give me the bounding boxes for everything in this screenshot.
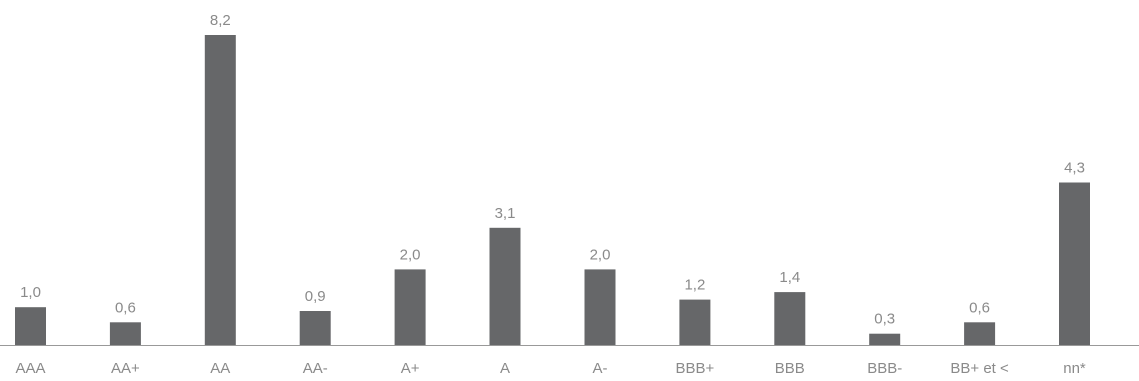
bar-8 [679,299,711,345]
x-tick-label-2: AA+ [111,360,140,377]
x-tick-label-1: AAA [15,360,45,377]
value-label-10: 0,3 [874,311,895,328]
bar-10 [869,333,901,345]
value-label-3: 8,2 [210,12,231,29]
bar-3 [204,35,236,345]
value-label-5: 2,0 [400,246,421,263]
bar-9 [774,292,806,345]
bar-1 [15,307,46,345]
x-tick-label-6: A [500,360,510,377]
x-tick-label-3: AA [210,360,230,377]
x-tick-label-12: nn* [1063,360,1086,377]
value-label-12: 4,3 [1064,160,1085,177]
bar-6 [489,227,521,345]
x-tick-label-7: A- [593,360,608,377]
value-label-7: 2,0 [590,246,611,263]
x-tick-labels-group: AAA AA+ AA AA- A+ A A- BBB+ BBB BBB- BB+ et < nn* [15,360,1085,377]
x-tick-label-9: BBB [775,360,805,377]
bar-7 [584,269,616,345]
value-label-6: 3,1 [495,205,516,222]
bar-11 [964,322,996,345]
value-label-2: 0,6 [115,299,136,316]
x-tick-label-5: A+ [401,360,420,377]
x-tick-label-8: BBB+ [676,360,715,377]
value-label-8: 1,2 [684,277,705,294]
bar-12 [1059,182,1090,345]
x-tick-label-11: BB+ et < [950,360,1009,377]
value-label-9: 1,4 [779,269,800,286]
x-tick-label-10: BBB- [867,360,902,377]
value-label-11: 0,6 [969,299,990,316]
value-labels-group: 1,0 0,6 8,2 0,9 2,0 3,1 2,0 1,2 1,4 0,3 0,6 4,3 [20,12,1085,328]
bars-group [15,35,1090,345]
value-label-4: 0,9 [305,288,326,305]
x-tick-label-4: AA- [303,360,328,377]
bar-4 [299,311,331,345]
bar-2 [109,322,141,345]
bar-5 [394,269,426,345]
value-label-1: 1,0 [20,284,41,301]
